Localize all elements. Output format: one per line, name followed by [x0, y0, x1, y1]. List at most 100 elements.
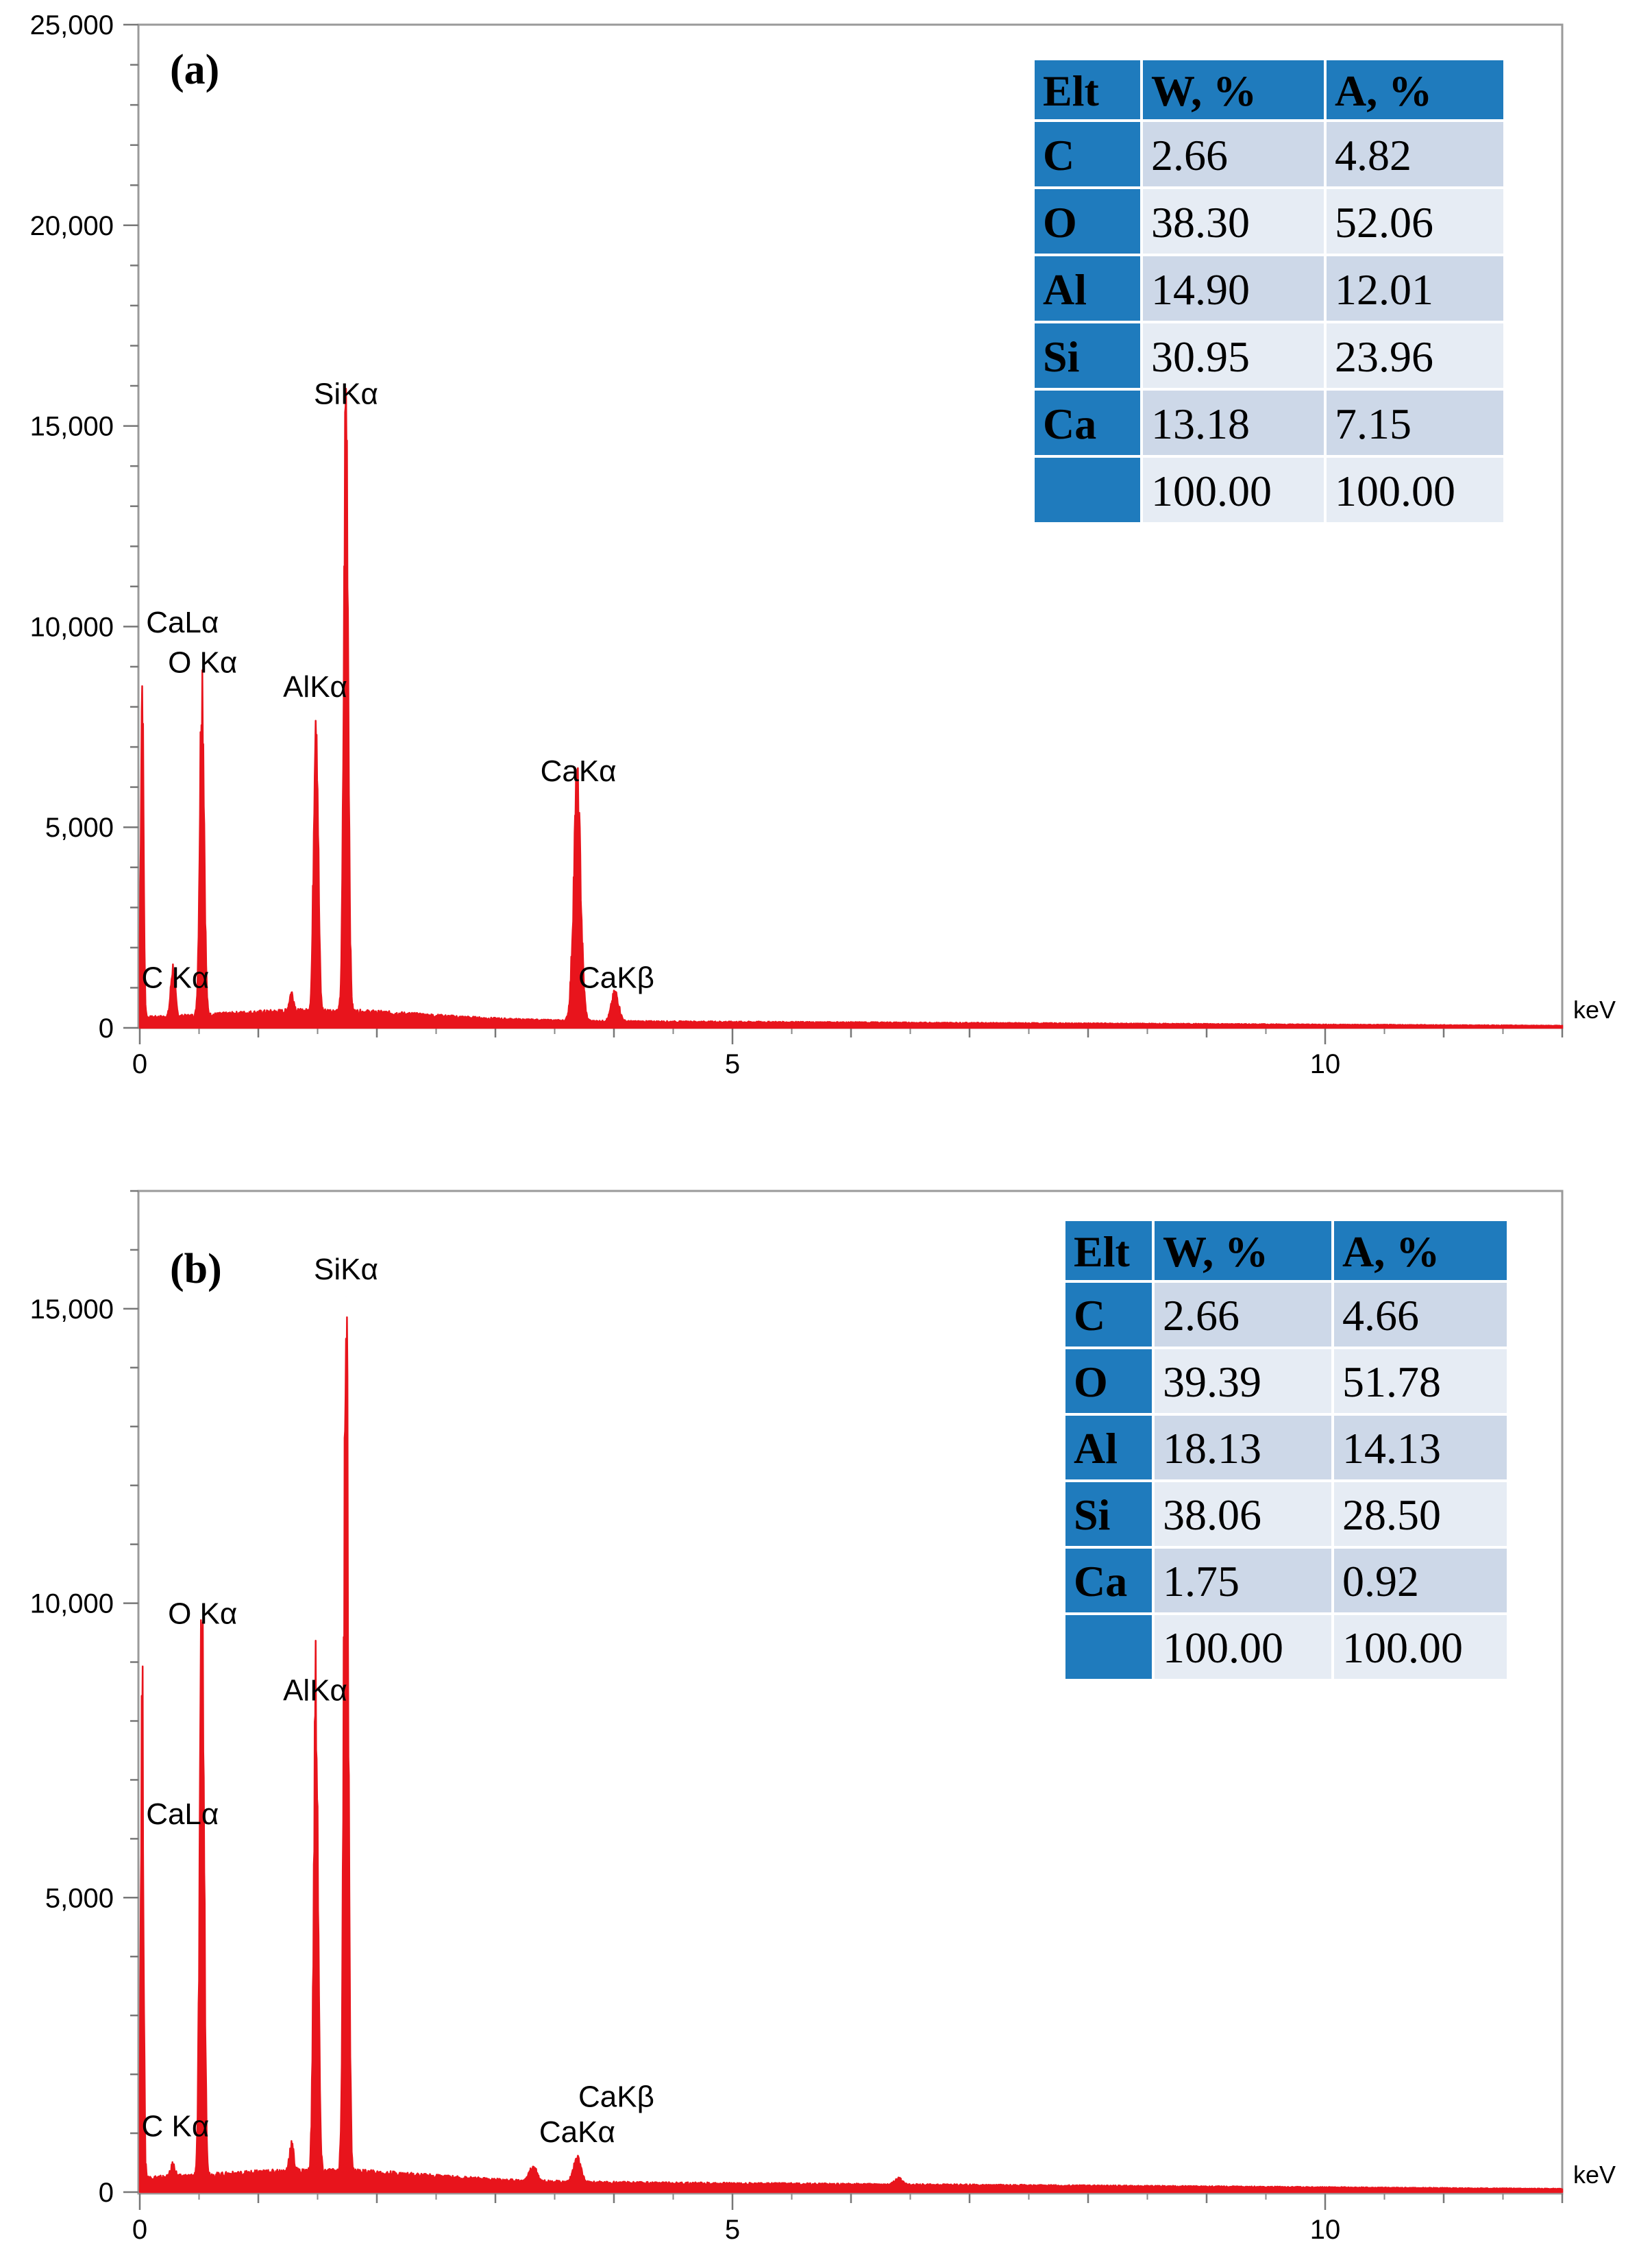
table-value-text: 28.50 — [1342, 1490, 1441, 1539]
eds-panel-b: 0 5,000 10,000 15,000 0 5 10 keV O Kα AlKα SiKα CaL… — [30, 1190, 1616, 2245]
peak-annotation: O Kα — [168, 1597, 237, 1631]
table-value-cell — [1327, 256, 1503, 321]
spectrum-line — [138, 387, 1564, 1029]
eds-panel-a: 0 5,000 10,000 15,000 20,000 25,000 0 5 10 keV CaL… — [30, 10, 1616, 1079]
table-value-text: 1.75 — [1163, 1557, 1240, 1606]
peak-annotation: CaKα — [541, 754, 617, 788]
peak-annotation: CaKβ — [578, 2080, 654, 2113]
composition-table: Elt W, % A, % C 2.66 4.66 O 39.39 51.78 Al 18.13 14… — [1065, 1221, 1507, 1679]
table-element-cell — [1035, 189, 1140, 254]
peak-annotation: AlKα — [283, 1673, 347, 1707]
table-header-text: W, % — [1151, 66, 1257, 115]
table-value-cell — [1334, 1416, 1507, 1479]
table-value-text: 14.13 — [1342, 1424, 1441, 1473]
x-tick-label: 0 — [132, 1049, 147, 1079]
table-value-cell — [1327, 391, 1503, 455]
x-unit-label: keV — [1573, 2161, 1616, 2189]
table-element-cell — [1065, 1482, 1152, 1546]
table-element-text: O — [1074, 1357, 1108, 1406]
table-element-cell — [1065, 1283, 1152, 1347]
table-value-cell — [1143, 323, 1324, 388]
table-header-text: A, % — [1342, 1227, 1440, 1276]
table-value-text: 2.66 — [1163, 1291, 1240, 1340]
table-value-text: 23.96 — [1335, 332, 1433, 381]
table-header-cell — [1155, 1221, 1331, 1280]
table-header-text: W, % — [1163, 1227, 1268, 1276]
table-value-cell — [1155, 1615, 1331, 1679]
table-value-cell — [1155, 1283, 1331, 1347]
table-value-cell — [1334, 1549, 1507, 1612]
table-value-text: 39.39 — [1163, 1357, 1261, 1406]
y-tick-label: 10,000 — [30, 612, 114, 642]
y-tick-label: 5,000 — [45, 813, 114, 843]
table-value-cell — [1334, 1615, 1507, 1679]
table-value-cell — [1143, 122, 1324, 186]
peak-annotation: AlKα — [283, 670, 347, 704]
table-value-text: 4.66 — [1342, 1291, 1419, 1340]
table-value-text: 4.82 — [1335, 131, 1411, 180]
x-tick-label: 5 — [725, 2215, 740, 2245]
table-value-cell — [1155, 1482, 1331, 1546]
x-tick-label: 10 — [1310, 1049, 1341, 1079]
table-header-cell — [1035, 60, 1140, 119]
table-header-cell — [1143, 60, 1324, 119]
table-header-text: Elt — [1043, 66, 1099, 115]
table-value-cell — [1327, 458, 1503, 522]
x-unit-label: keV — [1573, 996, 1616, 1024]
table-value-cell — [1334, 1349, 1507, 1413]
table-element-cell — [1065, 1549, 1152, 1612]
y-tick-label: 20,000 — [30, 211, 114, 241]
y-tick-label: 15,000 — [30, 1294, 114, 1325]
table-value-text: 18.13 — [1163, 1424, 1261, 1473]
table-value-text: 100.00 — [1342, 1623, 1463, 1672]
table-value-text: 100.00 — [1151, 467, 1272, 515]
table-element-cell — [1065, 1615, 1152, 1679]
composition-table: Elt W, % A, % C 2.66 4.82 O 38.30 52.06 Al 14.90 12… — [1035, 60, 1503, 522]
table-value-cell — [1143, 189, 1324, 254]
table-value-text: 12.01 — [1335, 265, 1433, 314]
table-value-text: 38.06 — [1163, 1490, 1261, 1539]
peak-annotation: SiKα — [314, 377, 378, 410]
table-value-cell — [1334, 1482, 1507, 1546]
table-element-cell — [1035, 122, 1140, 186]
table-element-text: Ca — [1043, 399, 1096, 448]
table-value-cell — [1327, 323, 1503, 388]
table-element-text: Al — [1043, 265, 1087, 314]
table-value-cell — [1143, 391, 1324, 455]
peak-annotation: CaLα — [146, 1797, 219, 1831]
x-tick-label: 0 — [132, 2215, 147, 2245]
table-value-text: 7.15 — [1335, 399, 1411, 448]
table-value-text: 13.18 — [1151, 399, 1250, 448]
table-element-text: Si — [1074, 1490, 1110, 1539]
table-element-text: C — [1074, 1291, 1105, 1340]
table-value-cell — [1327, 122, 1503, 186]
table-element-text: Ca — [1074, 1557, 1127, 1606]
peak-annotation: C Kα — [142, 961, 210, 994]
peak-annotation: CaKβ — [578, 961, 654, 994]
peak-annotation: SiKα — [314, 1253, 378, 1286]
table-element-cell — [1035, 458, 1140, 522]
x-tick-label: 5 — [725, 1049, 740, 1079]
table-element-cell — [1065, 1349, 1152, 1413]
table-header-text: Elt — [1074, 1227, 1130, 1276]
table-value-text: 2.66 — [1151, 131, 1228, 180]
table-value-text: 30.95 — [1151, 332, 1250, 381]
y-tick-label: 10,000 — [30, 1589, 114, 1619]
table-value-text: 52.06 — [1335, 198, 1433, 247]
table-value-cell — [1143, 458, 1324, 522]
table-value-cell — [1155, 1416, 1331, 1479]
peak-annotation: C Kα — [142, 2109, 210, 2143]
table-element-text: O — [1043, 198, 1077, 247]
y-tick-label: 25,000 — [30, 10, 114, 40]
table-value-cell — [1327, 189, 1503, 254]
table-value-cell — [1143, 256, 1324, 321]
table-value-cell — [1155, 1549, 1331, 1612]
table-header-text: A, % — [1335, 66, 1432, 115]
y-tick-label: 0 — [99, 2178, 114, 2208]
y-tick-label: 0 — [99, 1013, 114, 1044]
table-value-cell — [1155, 1349, 1331, 1413]
table-header-cell — [1327, 60, 1503, 119]
table-element-cell — [1035, 256, 1140, 321]
table-value-cell — [1334, 1283, 1507, 1347]
